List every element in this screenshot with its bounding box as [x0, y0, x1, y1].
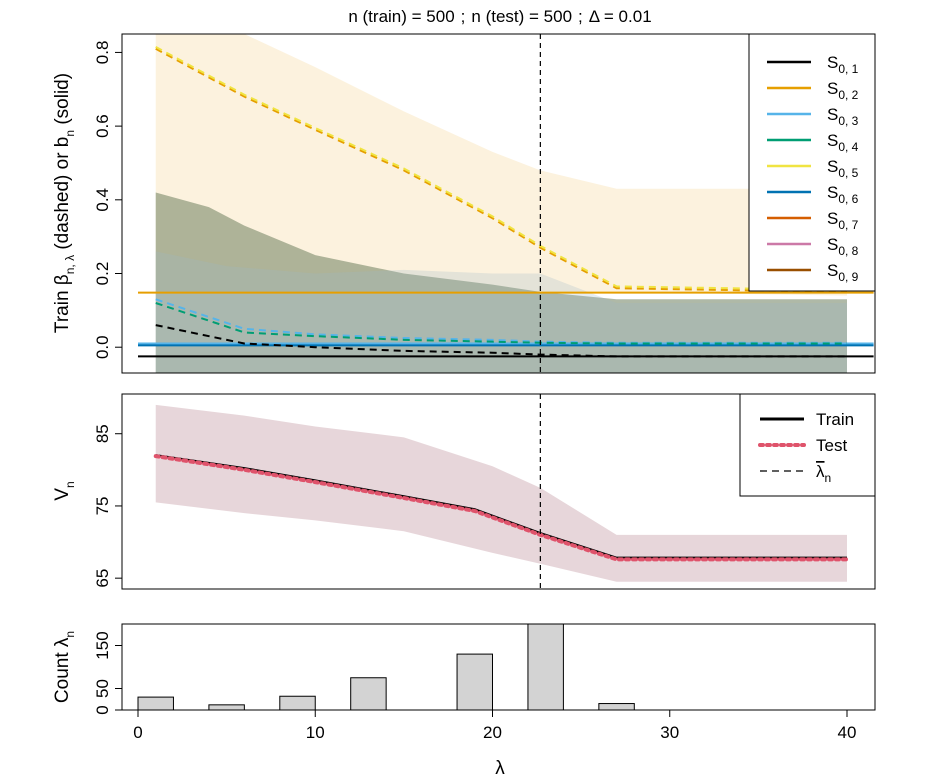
legend-label: λn: [816, 462, 831, 485]
count-bar: [279, 695, 316, 711]
value-y-axis-label: Vn: [52, 481, 77, 500]
y-tick-label: 0.8: [93, 41, 112, 65]
count-bar: [456, 653, 493, 711]
y-tick-label: 85: [93, 424, 112, 443]
beta-legend: S0, 1 S0, 2 S0, 3 S0, 4 S0, 5 S0, 6 S0, 7 S0, 8…: [748, 33, 876, 292]
x-tick-label: 40: [838, 723, 857, 742]
confidence-band: [155, 34, 848, 296]
count-bars: [137, 623, 635, 711]
count-panel: 0 50 150 Count λn: [52, 623, 876, 715]
value-panel: Train Test λn 65 75 85 Vn: [52, 393, 876, 590]
legend-label: S0, 4: [827, 131, 859, 154]
series-line: [155, 46, 848, 292]
series-line: [153, 454, 849, 562]
legend-label: S0, 2: [827, 79, 859, 102]
value-bands: [155, 404, 848, 582]
legend-box: [748, 33, 876, 292]
x-tick-label: 20: [483, 723, 502, 742]
legend-label: S0, 9: [827, 261, 859, 284]
count-bar: [527, 623, 564, 711]
legend-label: S0, 8: [827, 235, 859, 258]
y-tick-label: 150: [93, 631, 112, 659]
confidence-band: [155, 404, 848, 582]
series-line: [155, 324, 847, 358]
legend-label: S0, 1: [827, 53, 859, 76]
x-tick-label: 30: [660, 723, 679, 742]
x-axis: 0 10 20 30 40: [133, 709, 857, 742]
legend-label: S0, 7: [827, 209, 859, 232]
value-y-axis: 65 75 85: [93, 424, 123, 588]
y-tick-label: 0.4: [93, 188, 112, 212]
beta-panel: S0, 1 S0, 2 S0, 3 S0, 4 S0, 5 S0, 6 S0, 7 S0, 8…: [52, 33, 876, 374]
y-tick-label: 0.2: [93, 262, 112, 286]
confidence-band: [155, 192, 848, 373]
legend-label: S0, 5: [827, 157, 859, 180]
y-tick-label: 50: [93, 679, 112, 698]
x-tick-label: 10: [306, 723, 325, 742]
x-axis-label: λ: [495, 758, 505, 779]
legend-label: Train: [816, 410, 854, 429]
beta-y-axis-label: Train βn, λ (dashed) or bn (solid): [52, 73, 77, 333]
count-bar: [208, 704, 245, 711]
y-tick-label: 0.6: [93, 114, 112, 138]
beta-y-axis: 0.0 0.2 0.4 0.6 0.8: [93, 41, 123, 359]
legend-label: S0, 6: [827, 183, 859, 206]
count-bar: [350, 677, 387, 711]
y-tick-label: 0.0: [93, 335, 112, 359]
count-bar: [598, 703, 635, 711]
beta-lines: [138, 46, 874, 358]
value-legend: Train Test λn: [739, 393, 876, 497]
y-tick-label: 65: [93, 569, 112, 588]
count-y-axis: 0 50 150: [93, 631, 123, 715]
x-tick-label: 0: [133, 723, 142, 742]
count-y-axis-label: Count λn: [52, 631, 77, 703]
count-panel-frame: [121, 623, 876, 711]
y-tick-label: 0: [93, 705, 112, 714]
beta-bands: [155, 34, 848, 373]
series-line: [155, 47, 848, 293]
y-tick-label: 75: [93, 496, 112, 515]
legend-label: Test: [816, 436, 847, 455]
count-bar: [137, 696, 174, 711]
figure-title: n (train) = 500; n (test) = 500; Δ = 0.01: [348, 7, 651, 26]
value-lines: [153, 454, 849, 562]
legend-label: S0, 3: [827, 105, 859, 128]
